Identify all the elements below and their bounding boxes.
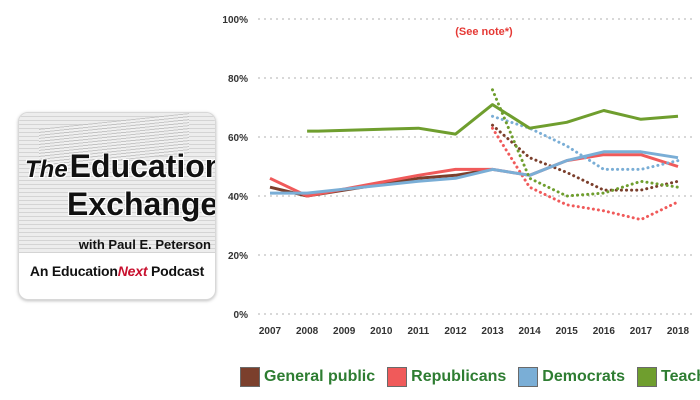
series-line-teachers-dotted	[491, 88, 680, 198]
series-line-republicans-dotted	[491, 126, 680, 222]
legend-swatch	[636, 367, 657, 387]
footer-prefix: An Education	[29, 263, 118, 279]
legend-item-general-public: General public	[240, 367, 375, 387]
legend-label: Republicans	[411, 368, 507, 385]
x-tick-label: 2011	[408, 326, 430, 337]
x-tick-label: 2014	[519, 326, 542, 337]
series-line-general-public-dotted	[491, 123, 680, 192]
x-tick-label: 2009	[333, 326, 356, 337]
chart-legend: General public Republicans Democrats Teache…	[240, 364, 700, 390]
legend-item-republicans: Republicans	[387, 367, 506, 387]
x-tick-label: 2017	[630, 326, 653, 337]
y-tick-label: 20%	[228, 251, 248, 262]
title-the: The	[25, 156, 68, 183]
legend-label: General public	[264, 368, 376, 385]
x-tick-label: 2010	[370, 326, 393, 337]
x-tick-label: 2013	[481, 326, 504, 337]
series-line-democrats-solid	[270, 150, 679, 195]
podcast-footer: An EducationNext Podcast	[19, 263, 215, 279]
podcast-byline: with Paul E. Peterson	[78, 237, 211, 252]
x-tick-label: 2012	[444, 326, 467, 337]
y-tick-label: 40%	[228, 192, 248, 203]
title-word-exchange: Exchange	[67, 186, 216, 222]
x-tick-label: 2007	[259, 326, 282, 337]
title-word-education: Education	[69, 148, 216, 184]
y-tick-label: 100%	[222, 15, 248, 26]
legend-swatch	[387, 367, 408, 387]
footer-next: Next	[117, 263, 148, 279]
podcast-title: TheEducation Exchange with Paul E. Peter…	[25, 148, 216, 252]
footer-suffix: Podcast	[147, 263, 205, 279]
series-line-democrats-dotted	[491, 114, 680, 171]
legend-item-teachers: Teachers	[636, 367, 700, 387]
x-tick-label: 2015	[556, 326, 579, 337]
legend-swatch	[240, 367, 260, 387]
legend-item-democrats: Democrats	[518, 367, 625, 387]
legend-swatch	[518, 367, 539, 387]
series-line-teachers-solid	[307, 103, 679, 136]
legend-label: Democrats	[542, 368, 625, 385]
x-tick-label: 2016	[593, 326, 616, 337]
legend-label: Teachers	[660, 368, 700, 385]
chart-note: (See note*)	[455, 26, 513, 38]
y-tick-label: 60%	[228, 133, 248, 144]
x-tick-label: 2018	[667, 326, 690, 337]
podcast-logo-card: TheEducation Exchange with Paul E. Peter…	[18, 112, 216, 300]
y-tick-label: 0%	[234, 310, 249, 321]
x-tick-label: 2008	[296, 326, 319, 337]
y-tick-label: 80%	[228, 74, 248, 85]
